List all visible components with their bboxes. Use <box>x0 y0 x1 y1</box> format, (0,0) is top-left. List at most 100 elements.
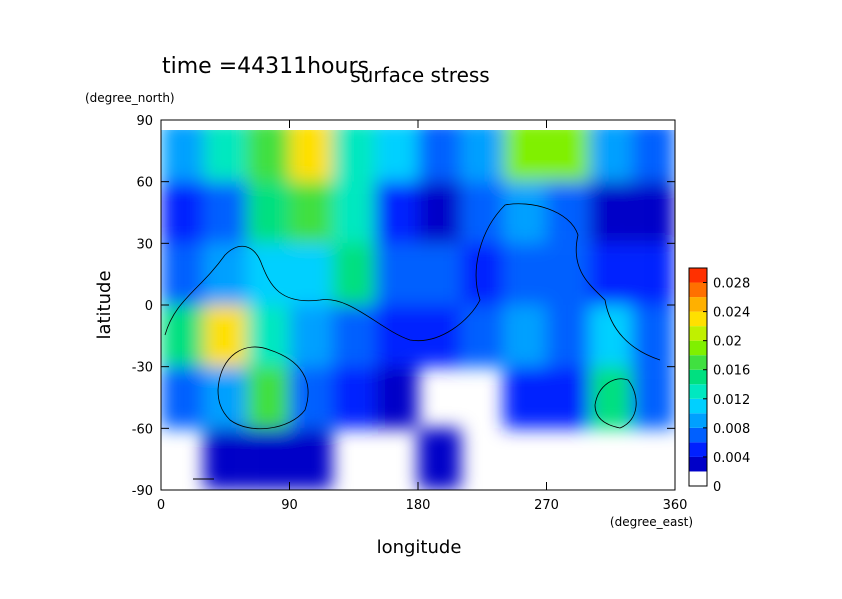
cells <box>161 130 675 490</box>
y-tick-label: -30 <box>132 361 153 376</box>
field-cell <box>203 366 247 429</box>
field-cell <box>332 243 376 305</box>
field-cell <box>375 181 418 244</box>
field-cell <box>203 305 247 367</box>
colorbar-band <box>689 282 707 298</box>
colorbar-band <box>689 442 707 457</box>
field-cell <box>589 243 633 305</box>
colorbar-band <box>689 355 707 370</box>
field <box>161 130 675 490</box>
colorbar-tick-label: 0.012 <box>713 393 750 408</box>
colorbar-band <box>689 413 707 428</box>
field-cell <box>460 130 504 182</box>
field-cell <box>503 130 547 182</box>
field-cell <box>246 181 290 244</box>
field-cell <box>632 181 675 244</box>
colorbar-tick-label: 0.004 <box>713 451 750 466</box>
field-cell <box>246 305 290 367</box>
y-tick-label: 90 <box>136 114 153 129</box>
field-cell <box>503 243 547 305</box>
field-cell <box>375 130 418 182</box>
field-cell <box>589 130 633 182</box>
field-cell <box>289 130 333 182</box>
colorbar-band <box>689 326 707 341</box>
x-tick-label: 0 <box>157 498 165 513</box>
field-cell <box>418 181 461 244</box>
field-cell <box>546 243 590 305</box>
field-cell <box>503 366 547 429</box>
field-cell <box>632 243 675 305</box>
colorbar-tick-label: 0.024 <box>713 306 750 321</box>
field-cell <box>460 305 504 367</box>
colorbar-tick-label: 0.028 <box>713 277 750 292</box>
field-cell <box>246 366 290 429</box>
field-cell <box>375 243 418 305</box>
coastlines <box>164 203 661 430</box>
field-cell <box>161 243 204 305</box>
field-cell <box>246 130 290 182</box>
colorbar-band <box>689 427 707 443</box>
field-cell <box>632 130 675 182</box>
field-cell <box>203 130 247 182</box>
field-cell <box>246 428 290 490</box>
x-unit: (degree_east) <box>610 515 693 529</box>
colorbar-tick-label: 0.016 <box>713 364 750 379</box>
colorbar-band <box>689 297 707 312</box>
field-cell <box>546 181 590 244</box>
field-cell <box>589 366 633 429</box>
field-cell <box>203 181 247 244</box>
field-cell <box>203 243 247 305</box>
chart-title: surface stress <box>350 63 489 87</box>
colorbar-tick-label: 0.02 <box>713 335 742 350</box>
field-cell <box>332 366 376 429</box>
field-cell <box>332 181 376 244</box>
field-cell <box>161 366 204 429</box>
field-cell <box>161 181 204 244</box>
y-tick-label: 30 <box>136 237 153 252</box>
field-cell <box>503 305 547 367</box>
colorbar-band <box>689 268 707 283</box>
field-cell <box>161 130 204 182</box>
field-cell <box>589 305 633 367</box>
colorbar-band <box>689 384 707 399</box>
x-label: longitude <box>377 537 462 558</box>
field-cell <box>203 428 247 490</box>
field-cell <box>418 130 461 182</box>
x-tick-label: 270 <box>534 498 559 513</box>
field-cell <box>375 305 418 367</box>
field-cell <box>289 428 333 490</box>
field-cell <box>332 130 376 182</box>
field-cell <box>289 243 333 305</box>
field-cell <box>289 305 333 367</box>
colorbar-frame <box>688 267 708 487</box>
y-tick-label: 60 <box>136 176 153 191</box>
field-cell <box>332 305 376 367</box>
field-cell <box>546 305 590 367</box>
y-unit: (degree_north) <box>85 91 175 105</box>
field-cell <box>460 181 504 244</box>
y-tick-label: -60 <box>132 422 153 437</box>
field-cell <box>418 305 461 367</box>
field-cell <box>546 130 590 182</box>
field-cell <box>418 428 461 490</box>
field-cell <box>289 181 333 244</box>
field-cell <box>375 366 418 429</box>
field-cell <box>546 366 590 429</box>
field-cell <box>632 305 675 367</box>
colorbar-tick-label: 0.008 <box>713 422 750 437</box>
y-tick-label: 0 <box>145 299 153 314</box>
field-cell <box>503 181 547 244</box>
field-cell <box>418 243 461 305</box>
field-cell <box>632 366 675 429</box>
colorbar-band <box>689 369 707 385</box>
colorbar-band <box>689 311 707 327</box>
field-cell <box>589 181 633 244</box>
subtitle: time =44311hours <box>162 54 369 79</box>
colorbar-band <box>689 340 707 356</box>
field-cell <box>161 305 204 367</box>
colorbar-band <box>689 456 707 472</box>
field-cell <box>460 243 504 305</box>
field-cell <box>246 243 290 305</box>
colorbar-band <box>689 398 707 414</box>
